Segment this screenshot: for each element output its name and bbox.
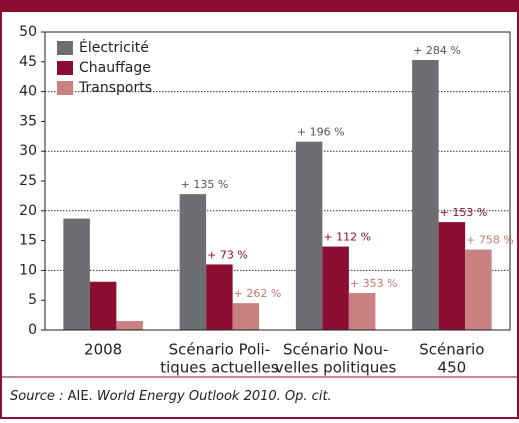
data-label: + 758 % (466, 234, 514, 247)
bar (465, 249, 492, 330)
data-label: + 153 % (440, 206, 488, 219)
y-tick-label: 15 (19, 233, 37, 249)
x-tick-label: 450 (438, 359, 467, 377)
bar (295, 141, 323, 330)
y-tick-label: 40 (19, 84, 37, 100)
source-work: World Energy Outlook 2010. Op. cit. (97, 389, 332, 404)
legend-label: Transports (78, 80, 152, 96)
bar (438, 222, 466, 330)
source-prefix: Source : (10, 389, 63, 404)
data-label: + 73 % (207, 248, 248, 261)
data-label: + 353 % (350, 277, 398, 290)
bar (116, 321, 143, 330)
data-label: + 262 % (234, 287, 282, 300)
y-tick-label: 30 (19, 143, 37, 159)
y-tick-label: 50 (19, 24, 37, 40)
y-tick-label: 5 (28, 292, 37, 308)
data-label: + 284 % (413, 44, 461, 57)
x-tick-label: Scénario Nou- (283, 341, 388, 359)
y-tick-label: 0 (28, 322, 37, 338)
bar (206, 264, 233, 330)
source: Source : AIE. World Energy Outlook 2010.… (10, 389, 332, 404)
top-band (0, 0, 519, 12)
bar (63, 218, 90, 330)
bar (348, 293, 376, 330)
bar (412, 60, 439, 331)
bar (322, 246, 349, 330)
x-tick-label: Scénario Poli- (169, 341, 270, 359)
legend-swatch (57, 61, 73, 75)
y-tick-label: 45 (19, 54, 37, 70)
x-tick-label: velles politiques (275, 359, 397, 377)
source-org: AIE. (68, 389, 93, 404)
legend-label: Chauffage (79, 60, 151, 76)
bar (179, 194, 207, 330)
x-tick-label: Scénario (419, 341, 484, 359)
bar (89, 281, 117, 330)
x-tick-label: tiques actuelles (160, 359, 279, 377)
legend-swatch (57, 81, 73, 95)
data-label: + 135 % (181, 178, 229, 191)
y-tick-label: 35 (19, 113, 37, 129)
data-label: + 196 % (297, 126, 345, 139)
plot-frame (44, 31, 511, 331)
legend-label: Électricité (79, 39, 149, 56)
bar (232, 303, 260, 330)
legend-swatch (57, 41, 73, 55)
y-tick-label: 25 (19, 173, 37, 189)
data-label: + 112 % (323, 231, 371, 244)
y-tick-label: 20 (19, 203, 37, 219)
x-tick-label: 2008 (84, 341, 122, 359)
y-tick-label: 10 (19, 262, 37, 278)
